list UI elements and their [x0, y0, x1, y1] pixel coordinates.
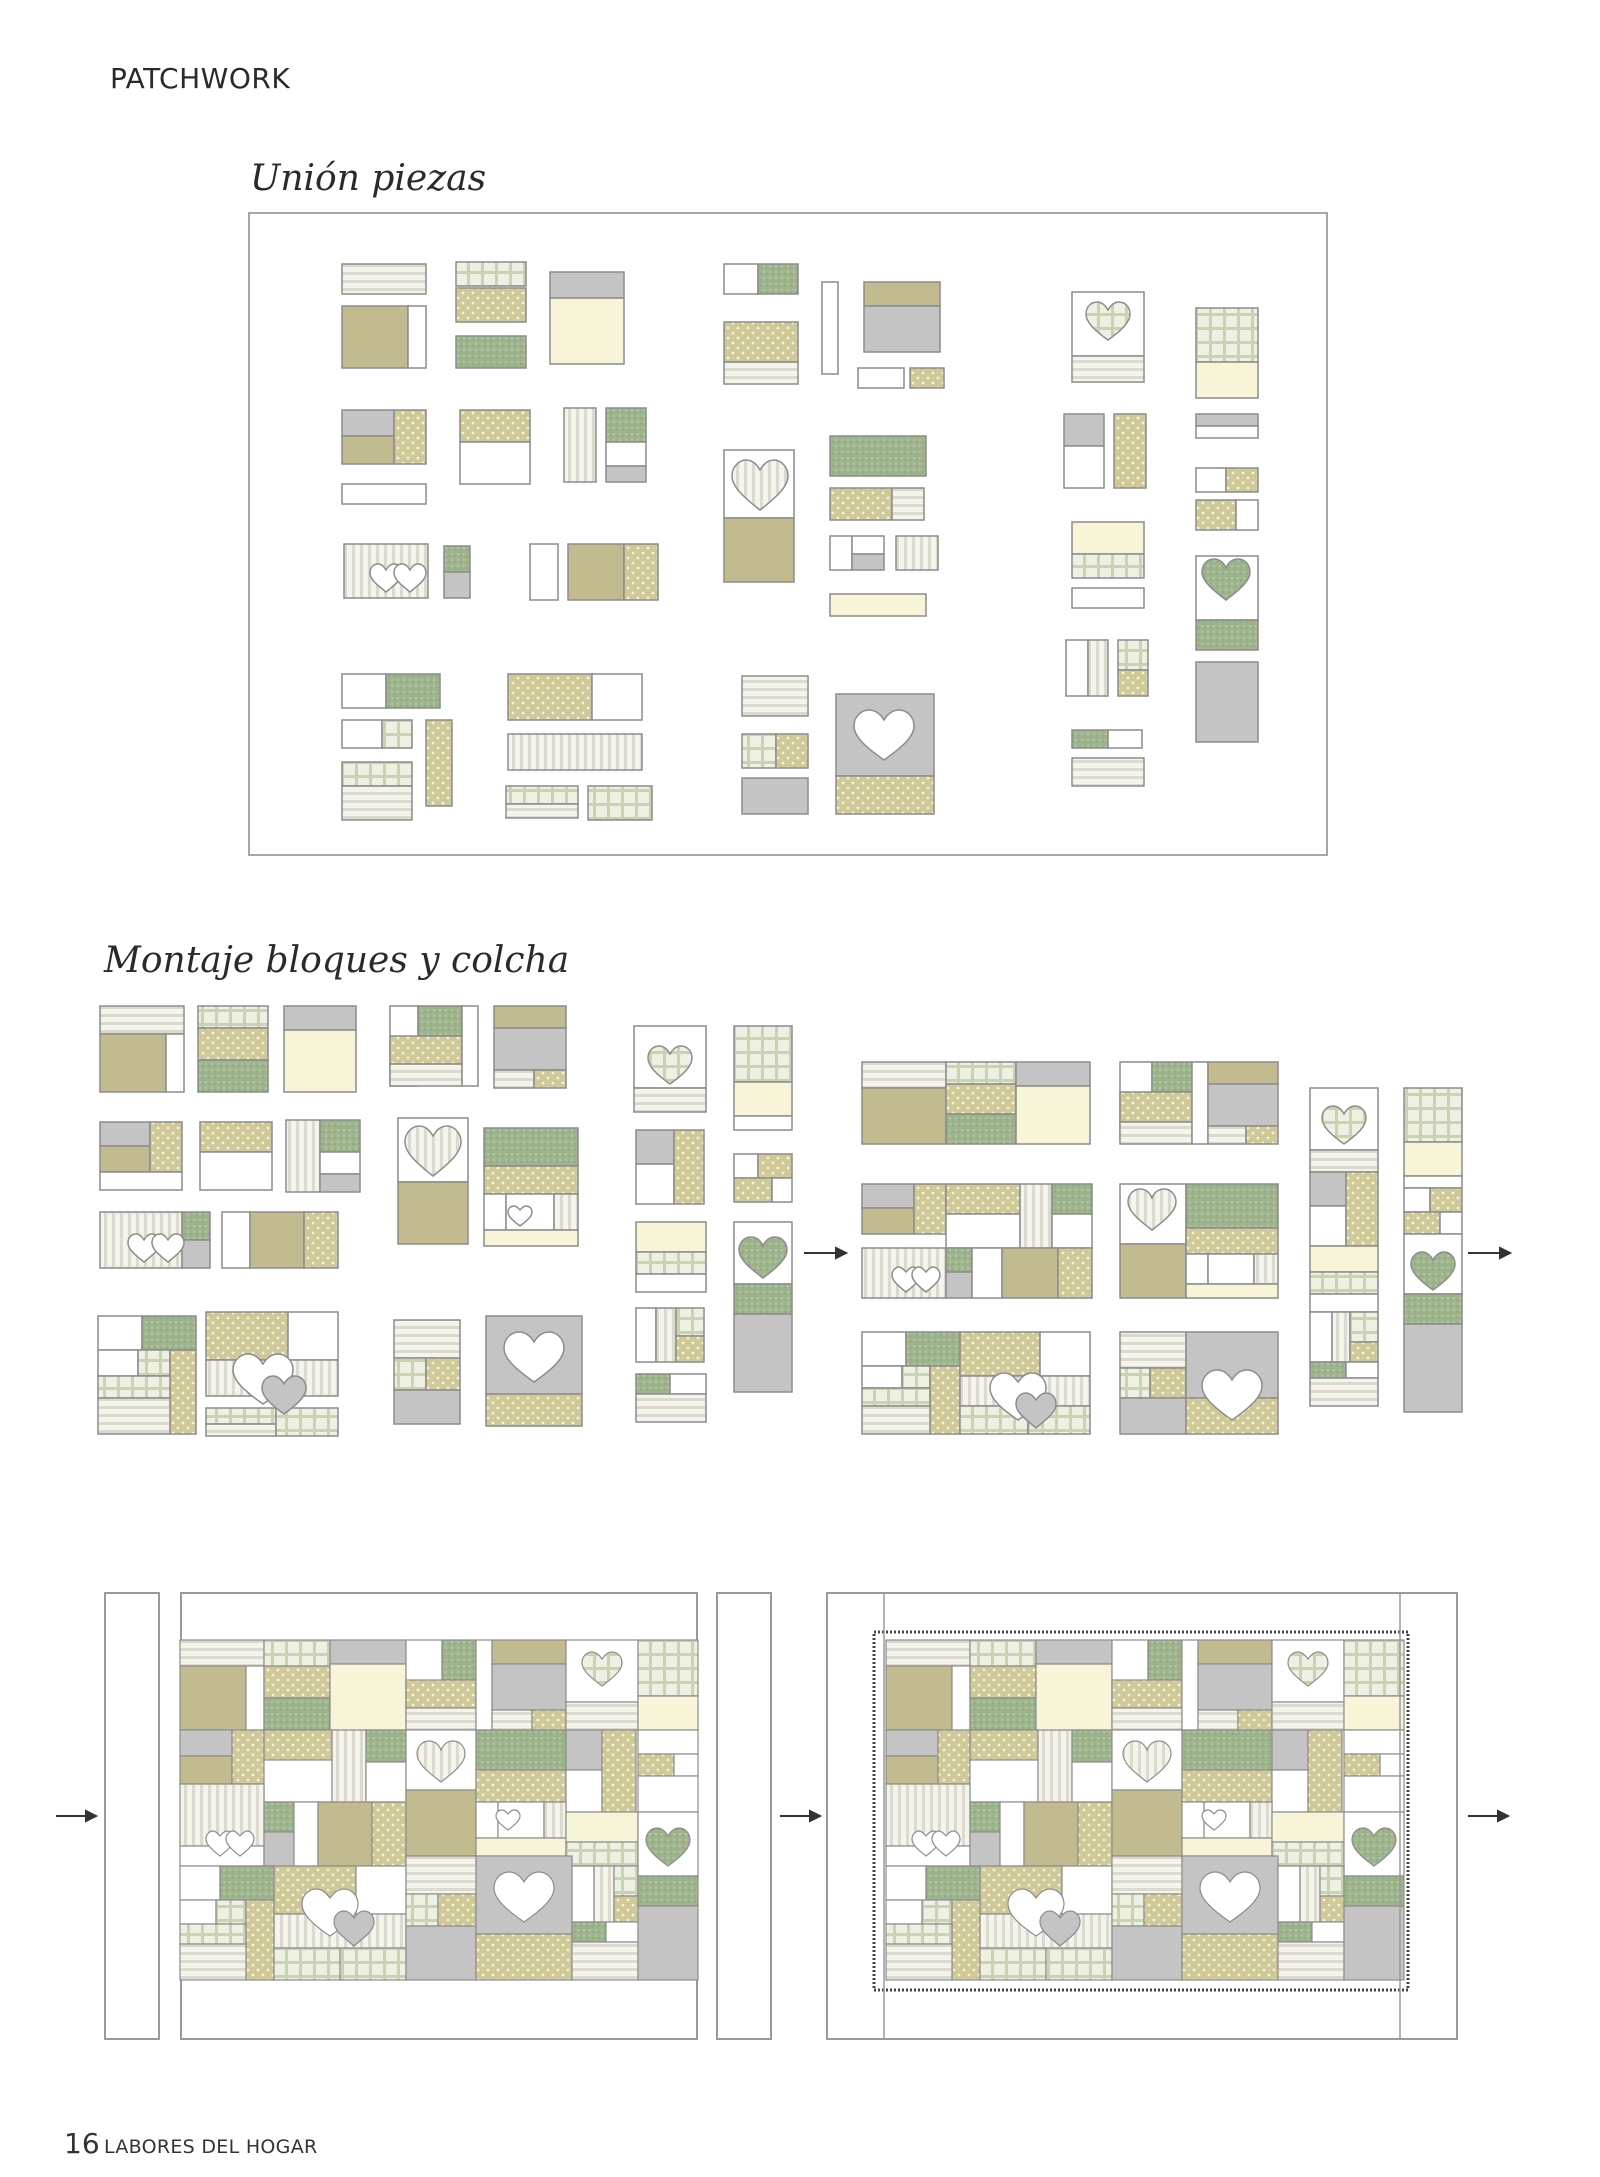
- block-assembly-diagram: [97, 1005, 1513, 1437]
- section-title-assembly: Montaje bloques y colcha: [104, 940, 570, 981]
- finished-quilt-panel: [826, 1592, 1458, 2040]
- section-title-union: Unión piezas: [250, 158, 487, 199]
- quilt-assembly-diagram: [56, 1594, 1511, 2038]
- arrow-right-icon: [1468, 1809, 1511, 1823]
- arrow-right-icon: [1468, 1246, 1513, 1260]
- page-number: 16: [64, 2127, 100, 2160]
- right-border-strip: [716, 1592, 772, 2040]
- piece-union-diagram: [341, 261, 1259, 821]
- arrow-right-icon: [56, 1809, 99, 1823]
- magazine-name: LABORES DEL HOGAR: [104, 2136, 318, 2158]
- stitched-binding: [872, 1630, 1410, 1992]
- section-label: PATCHWORK: [110, 62, 291, 95]
- left-border-strip: [104, 1592, 160, 2040]
- arrow-right-icon: [804, 1246, 849, 1260]
- arrow-right-icon: [780, 1809, 823, 1823]
- piece-union-frame: [248, 212, 1328, 856]
- heart-icon: [369, 301, 1251, 761]
